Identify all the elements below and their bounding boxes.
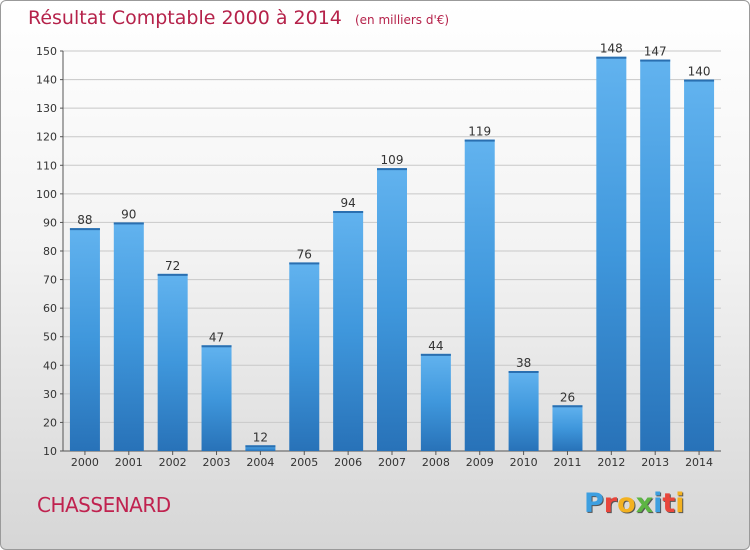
data-label-2009: 119 — [468, 125, 491, 139]
data-label-2000: 88 — [77, 213, 92, 227]
bar-2010 — [508, 371, 539, 451]
logo-letter: i — [675, 488, 685, 519]
bar-2005 — [289, 262, 320, 451]
x-tick-label-2001: 2001 — [115, 456, 143, 469]
chart-title-unit: (en milliers d'€) — [354, 13, 450, 27]
bar-2008 — [420, 353, 451, 451]
x-tick-label-2010: 2010 — [510, 456, 538, 469]
y-tick-label: 10 — [43, 445, 57, 458]
y-tick-label: 40 — [43, 359, 57, 372]
logo-letter: t — [662, 488, 676, 519]
x-tick-label-2014: 2014 — [685, 456, 713, 469]
data-label-2005: 76 — [297, 247, 312, 261]
bar-2006 — [333, 211, 364, 451]
data-label-2013: 147 — [644, 45, 667, 59]
x-tick-label-2003: 2003 — [203, 456, 231, 469]
bar-top-edge — [377, 168, 407, 171]
logo-letter: i — [653, 488, 663, 519]
logo-letter: x — [635, 488, 654, 519]
bar-2007 — [377, 168, 407, 451]
bar-2012 — [596, 56, 627, 451]
y-tick-label: 20 — [43, 416, 57, 429]
data-label-2008: 44 — [428, 339, 443, 353]
x-tick-label-2002: 2002 — [159, 456, 187, 469]
x-tick-label-2004: 2004 — [246, 456, 274, 469]
bar-2011 — [552, 405, 583, 451]
y-tick-label: 60 — [43, 302, 57, 315]
bar-top-edge — [464, 139, 495, 142]
logo-letter: P — [584, 488, 604, 519]
y-tick-label: 50 — [43, 331, 57, 344]
x-tick-label-2012: 2012 — [597, 456, 625, 469]
bar-top-edge — [640, 59, 671, 62]
bar-top-edge — [552, 405, 583, 408]
y-tick-label: 150 — [36, 45, 57, 58]
data-label-2014: 140 — [688, 65, 711, 79]
x-tick-label-2005: 2005 — [290, 456, 318, 469]
x-tick-label-2008: 2008 — [422, 456, 450, 469]
chart-title-main: Résultat Comptable 2000 à 2014 — [28, 7, 342, 29]
x-tick-label-2009: 2009 — [466, 456, 494, 469]
data-label-2004: 12 — [253, 430, 268, 444]
bar-2009 — [464, 139, 495, 452]
data-label-2007: 109 — [381, 153, 404, 167]
data-label-2003: 47 — [209, 330, 224, 344]
y-tick-label: 30 — [43, 388, 57, 401]
bar-2001 — [113, 222, 144, 451]
bar-2002 — [157, 273, 188, 451]
bar-top-edge — [289, 262, 320, 265]
data-label-2011: 26 — [560, 390, 575, 404]
y-tick-label: 120 — [36, 131, 57, 144]
data-label-2010: 38 — [516, 356, 531, 370]
bar-top-edge — [508, 371, 539, 373]
bar-top-edge — [684, 79, 715, 82]
bar-top-edge — [69, 228, 100, 231]
x-tick-label-2006: 2006 — [334, 456, 362, 469]
y-tick-label: 90 — [43, 216, 57, 229]
y-tick-label: 100 — [36, 188, 57, 201]
y-tick-label: 130 — [36, 102, 57, 115]
data-label-2012: 148 — [600, 42, 623, 56]
bar-top-edge — [333, 211, 364, 213]
proxiti-logo: Proxiti — [584, 488, 685, 519]
data-label-2001: 90 — [121, 207, 136, 221]
bar-top-edge — [420, 353, 451, 356]
x-tick-label-2011: 2011 — [553, 456, 581, 469]
data-label-2006: 94 — [340, 196, 355, 210]
bar-2013 — [640, 59, 671, 451]
data-label-2002: 72 — [165, 259, 180, 273]
chart-title: Résultat Comptable 2000 à 2014 (en milli… — [28, 7, 449, 29]
bar-2003 — [201, 345, 232, 451]
bar-top-edge — [245, 445, 276, 448]
x-tick-label-2007: 2007 — [378, 456, 406, 469]
y-tick-label: 110 — [36, 159, 57, 172]
x-tick-label-2013: 2013 — [641, 456, 669, 469]
bar-2004 — [245, 445, 276, 451]
y-tick-label: 140 — [36, 74, 57, 87]
bar-2000 — [69, 228, 100, 451]
x-tick-label-2000: 2000 — [71, 456, 99, 469]
bar-top-edge — [157, 273, 188, 276]
logo-letter: r — [603, 488, 618, 519]
bar-2014 — [684, 79, 715, 452]
y-tick-label: 80 — [43, 245, 57, 258]
bar-top-edge — [113, 222, 144, 225]
y-tick-label: 70 — [43, 274, 57, 287]
bar-top-edge — [596, 56, 627, 59]
logo-letter: o — [617, 488, 636, 519]
commune-name: CHASSENARD — [37, 493, 171, 517]
bar-top-edge — [201, 345, 232, 348]
